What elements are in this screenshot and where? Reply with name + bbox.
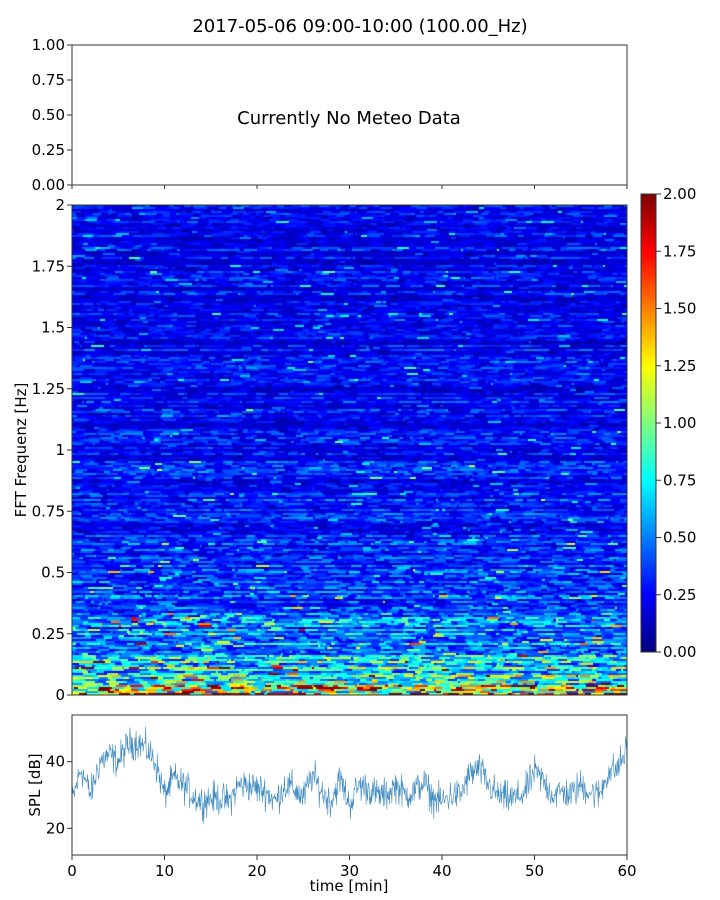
spectrogram-ytick-label: 0.5 — [41, 564, 65, 582]
colorbar-tick-label: 2.00 — [663, 185, 696, 203]
spl-axes: 20 40 0 10 20 30 40 50 60 SPL [dB] time [min] — [26, 714, 637, 895]
spl-xlabel: time [min] — [310, 877, 389, 895]
spl-xtick-label: 40 — [432, 862, 451, 880]
spl-xtick-label: 0 — [67, 862, 77, 880]
spectrogram-heatmap — [72, 205, 627, 695]
figure-title: 2017-05-06 09:00-10:00 (100.00_Hz) — [192, 16, 527, 37]
spectrogram-ytick-label: 0.75 — [32, 502, 65, 520]
meteo-ytick-label: 0.50 — [32, 106, 65, 124]
meteo-ytick-label: 1.00 — [32, 36, 65, 54]
spectrogram-axes: 0 0.25 0.5 0.75 1 1.25 1.5 1.75 2 FFT Frequenz [… — [12, 196, 628, 704]
spl-ytick-label: 40 — [46, 753, 65, 771]
colorbar-tick-label: 1.00 — [663, 414, 696, 432]
spl-xtick-label: 60 — [617, 862, 636, 880]
colorbar-tick-label: 1.25 — [663, 357, 696, 375]
meteo-ytick-label: 0.00 — [32, 176, 65, 194]
spectrogram-ytick-label: 2 — [55, 196, 65, 214]
spectrogram-ytick-label: 0 — [55, 686, 65, 704]
spl-ytick-label: 20 — [46, 819, 65, 837]
colorbar-gradient — [641, 194, 656, 652]
spl-xtick-label: 30 — [340, 862, 359, 880]
colorbar: 0.00 0.25 0.50 0.75 1.00 1.25 1.50 1.75 2.00 — [640, 185, 696, 661]
colorbar-tick-label: 1.75 — [663, 242, 696, 260]
spl-series-line — [71, 726, 628, 824]
spl-ylabel: SPL [dB] — [26, 753, 44, 816]
colorbar-tick-label: 1.50 — [663, 300, 696, 318]
spectrogram-ytick-label: 1.25 — [32, 380, 65, 398]
spectrogram-ytick-label: 1 — [55, 441, 65, 459]
spectrogram-ytick-label: 1.5 — [41, 319, 65, 337]
colorbar-tick-label: 0.00 — [663, 643, 696, 661]
spl-xtick-label: 20 — [247, 862, 266, 880]
spectrogram-ylabel: FFT Frequenz [Hz] — [12, 383, 30, 518]
colorbar-tick-label: 0.25 — [663, 586, 696, 604]
colorbar-tick-label: 0.75 — [663, 471, 696, 489]
meteo-ytick-label: 0.75 — [32, 71, 65, 89]
meteo-axes: Currently No Meteo Data 0.00 0.25 0.50 0.75… — [32, 36, 628, 194]
spl-xtick-label: 50 — [525, 862, 544, 880]
spl-xtick-label: 10 — [155, 862, 174, 880]
spectrogram-ytick-label: 0.25 — [32, 625, 65, 643]
no-data-annotation: Currently No Meteo Data — [237, 108, 461, 129]
spectrogram-ytick-label: 1.75 — [32, 257, 65, 275]
meteo-ytick-label: 0.25 — [32, 141, 65, 159]
colorbar-tick-label: 0.50 — [663, 529, 696, 547]
